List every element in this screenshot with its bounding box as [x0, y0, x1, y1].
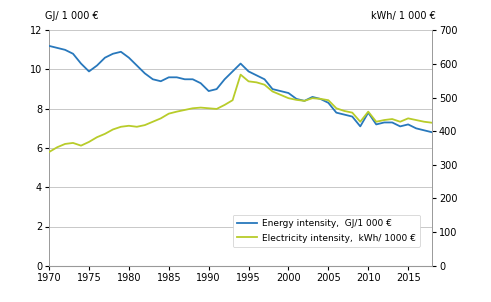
Text: GJ/ 1 000 €: GJ/ 1 000 € — [45, 11, 99, 21]
Text: kWh/ 1 000 €: kWh/ 1 000 € — [371, 11, 436, 21]
Legend: Energy intensity,  GJ/1 000 €, Electricity intensity,  kWh/ 1000 €: Energy intensity, GJ/1 000 €, Electricit… — [233, 215, 420, 247]
